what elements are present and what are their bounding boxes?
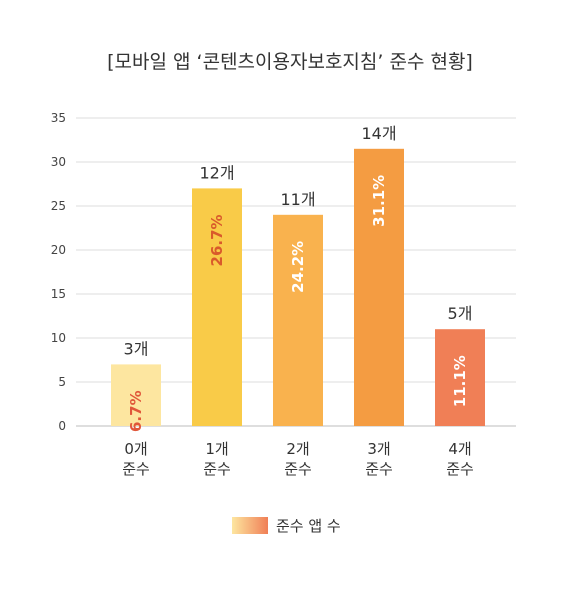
x-category-sublabel: 준수 <box>284 460 312 478</box>
x-category-label: 0개 <box>124 440 147 458</box>
bar-percent-label: 11.1% <box>451 355 469 407</box>
y-tick-label: 20 <box>51 243 66 257</box>
x-category-label: 2개 <box>286 440 309 458</box>
chart-title: [모바일 앱 ‘콘텐츠이용자보호지침’ 준수 현황] <box>107 51 473 73</box>
y-tick-label: 10 <box>51 331 66 345</box>
bar-value-label: 12개 <box>199 163 234 182</box>
bar-percent-label: 26.7% <box>208 214 226 266</box>
bar <box>111 364 161 426</box>
y-tick-label: 0 <box>58 419 66 433</box>
bar-value-label: 14개 <box>361 124 396 143</box>
x-category-sublabel: 준수 <box>365 460 393 478</box>
bar-value-label: 5개 <box>448 304 473 323</box>
legend-swatch <box>232 517 268 534</box>
x-category-label: 1개 <box>205 440 228 458</box>
bar-labels: 3개 6.7% 12개 26.7% 11개 24.2% 14개 31.1% 5개 11.1% <box>124 124 473 432</box>
x-category-sublabel: 준수 <box>122 460 150 478</box>
y-tick-label: 30 <box>51 155 66 169</box>
bar-value-label: 11개 <box>280 190 315 209</box>
x-category-sublabel: 준수 <box>446 460 474 478</box>
bar <box>273 214 323 426</box>
y-axis-ticks: 0 5 10 15 20 25 30 35 <box>51 111 66 433</box>
y-tick-label: 25 <box>51 199 66 213</box>
bar-percent-label: 31.1% <box>370 175 388 227</box>
y-tick-label: 15 <box>51 287 66 301</box>
x-category-label: 4개 <box>448 440 471 458</box>
bar-percent-label: 24.2% <box>289 241 307 293</box>
y-tick-label: 35 <box>51 111 66 125</box>
x-category-label: 3개 <box>367 440 390 458</box>
bar-value-label: 3개 <box>124 339 149 358</box>
legend: 준수 앱 수 <box>232 517 341 535</box>
legend-label: 준수 앱 수 <box>276 517 341 535</box>
y-tick-label: 5 <box>58 375 66 389</box>
bars <box>111 148 485 427</box>
bar <box>192 188 242 426</box>
bar-percent-label: 6.7% <box>127 390 145 432</box>
bar <box>435 329 485 426</box>
bar <box>354 148 404 427</box>
x-category-sublabel: 준수 <box>203 460 231 478</box>
